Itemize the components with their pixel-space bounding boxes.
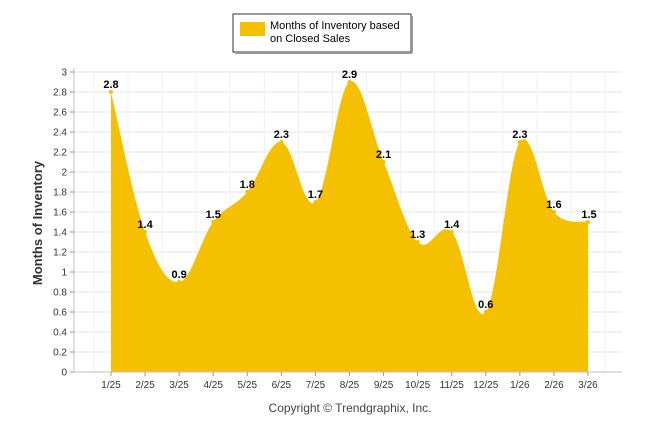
x-tick-label: 3/26	[578, 380, 598, 391]
y-tick-label: 0	[61, 368, 67, 379]
data-label: 2.3	[512, 129, 527, 141]
x-tick-label: 2/26	[544, 380, 564, 391]
y-tick-label: 2.8	[53, 88, 67, 99]
data-point	[211, 220, 216, 224]
x-tick-label: 2/25	[135, 380, 155, 391]
legend[interactable]: Months of Inventory based on Closed Sale…	[232, 13, 413, 54]
x-tick-label: 4/25	[203, 380, 223, 391]
data-point	[551, 210, 556, 214]
y-tick-label: 1.6	[53, 208, 67, 219]
x-tick-label: 9/25	[374, 380, 394, 391]
x-tick-label: 6/25	[272, 380, 292, 391]
y-tick-label: 1.2	[53, 248, 67, 259]
data-label: 2.1	[376, 149, 391, 161]
data-label: 1.5	[581, 209, 596, 221]
x-tick-label: 11/25	[440, 380, 465, 391]
data-point	[143, 230, 148, 234]
data-label: 1.5	[206, 209, 221, 221]
data-point	[245, 190, 250, 194]
data-point	[177, 280, 182, 284]
data-label: 1.6	[546, 199, 561, 211]
x-tick-label: 8/25	[340, 380, 360, 391]
x-tick-label: 7/25	[306, 380, 326, 391]
data-labels: 2.8 1.4 0.9 1.5 1.8 2.3 1.7 2.9 2.1 1.3 1.4 0.6 2.3 1…	[103, 69, 596, 311]
x-tick-label: 5/25	[238, 380, 258, 391]
data-point	[347, 80, 352, 84]
legend-swatch	[240, 22, 265, 36]
data-point	[381, 160, 386, 164]
data-label: 1.4	[137, 219, 153, 231]
data-point	[586, 220, 590, 224]
x-axis-ticks: 1/25 2/25 3/25 4/25 5/25 6/25 7/25 8/25 9/25 10/2…	[101, 372, 598, 391]
series-area	[109, 80, 590, 372]
data-label: 0.6	[478, 299, 493, 311]
data-label: 2.8	[103, 79, 118, 91]
series-area-fill	[111, 81, 588, 372]
y-axis-title: Months of Inventory	[30, 160, 45, 285]
x-tick-label: 1/25	[101, 380, 121, 391]
y-tick-label: 2	[61, 168, 67, 179]
legend-label-line-1: Months of Inventory based	[270, 20, 400, 32]
data-label: 1.3	[410, 229, 425, 241]
y-tick-label: 0.6	[53, 308, 67, 319]
data-point	[415, 240, 420, 244]
data-point	[313, 200, 318, 204]
copyright-credit: Copyright © Trendgraphix, Inc.	[269, 401, 432, 415]
y-tick-label: 2.4	[53, 128, 67, 139]
x-tick-label: 10/25	[405, 380, 430, 391]
x-tick-label: 12/25	[473, 380, 498, 391]
y-axis-ticks: 0 0.2 0.4 0.6 0.8 1 1.2 1.4 1.6 1.8 2 2.2 2.4 2.6 2.8 3	[53, 68, 74, 379]
y-tick-label: 0.2	[53, 348, 67, 359]
y-tick-label: 0.8	[53, 288, 67, 299]
y-tick-label: 2.2	[53, 148, 67, 159]
x-tick-label: 1/26	[510, 380, 530, 391]
data-point	[483, 310, 488, 314]
y-tick-label: 1.4	[53, 228, 67, 239]
data-point	[109, 90, 113, 94]
x-tick-label: 3/25	[169, 380, 189, 391]
data-point	[449, 230, 454, 234]
data-label: 1.7	[308, 189, 323, 201]
y-tick-label: 1.8	[53, 188, 67, 199]
data-label: 0.9	[171, 269, 186, 281]
axes	[73, 68, 622, 373]
data-label: 1.8	[240, 179, 255, 191]
y-tick-label: 0.4	[53, 328, 67, 339]
y-tick-label: 1	[61, 268, 67, 279]
data-point	[279, 140, 284, 144]
data-point	[517, 140, 522, 144]
y-tick-label: 2.6	[53, 108, 67, 119]
legend-label-line-2: on Closed Sales	[270, 33, 351, 45]
data-label: 2.3	[274, 129, 289, 141]
data-label: 1.4	[444, 219, 460, 231]
data-label: 2.9	[342, 69, 357, 81]
y-tick-label: 3	[61, 68, 67, 79]
